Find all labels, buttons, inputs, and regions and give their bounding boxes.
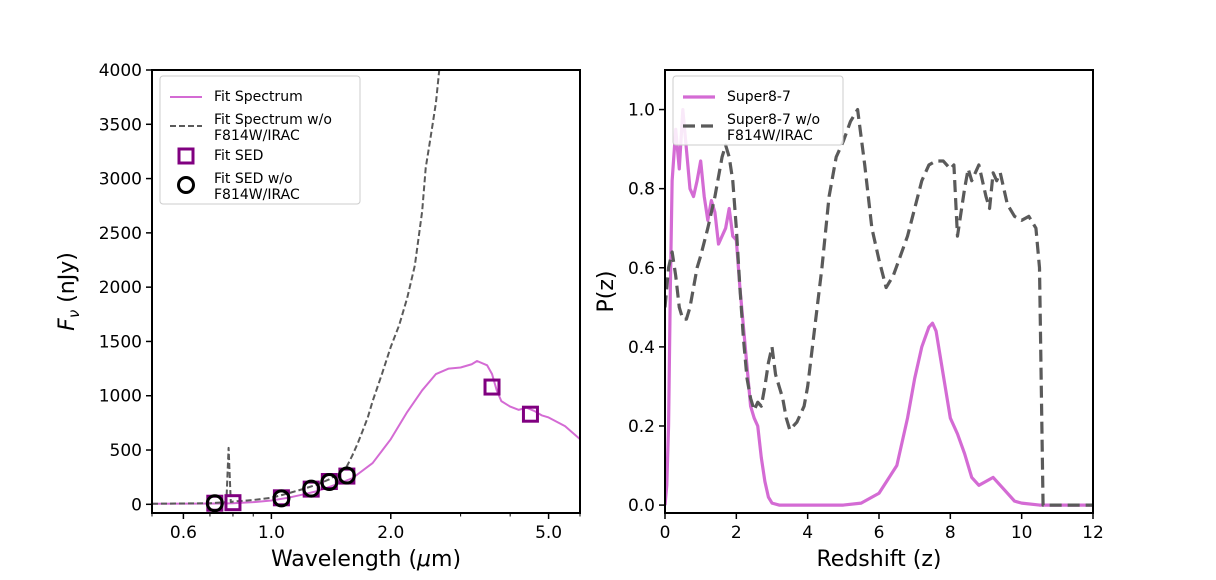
y-axis-label-f: F — [55, 318, 80, 331]
legend-entry-line: Super8-7 — [727, 89, 791, 105]
x-tick-label: 8 — [945, 523, 956, 543]
legend-entry-label: Super8-7 — [727, 89, 791, 105]
series-line-fit-spectrum — [152, 359, 580, 505]
y-tick-label: 3500 — [99, 115, 142, 135]
y-axis-label-nu: ν — [65, 310, 83, 318]
legend-box — [672, 75, 844, 146]
y-tick-label: 0.4 — [628, 338, 655, 358]
y-tick-label: 0.6 — [628, 259, 655, 279]
y-tick-label: 2000 — [99, 278, 142, 298]
x-tick-label: 6 — [874, 523, 885, 543]
sed-circle-marker — [205, 494, 224, 513]
x-tick-label: 0 — [660, 523, 671, 543]
legend-square-handle — [177, 147, 195, 165]
legend-entry-label: Super8-7 w/o F814W/IRAC — [727, 112, 820, 144]
x-tick-label: 10 — [1011, 523, 1033, 543]
x-axis-label: Wavelength (μm) — [271, 547, 461, 572]
x-axis-label-unit: m) — [431, 547, 461, 572]
sed-square-marker — [224, 494, 242, 512]
series-line-super8-7 — [665, 107, 1093, 507]
x-tick-label: 2 — [731, 523, 742, 543]
sed-square-marker — [521, 405, 539, 423]
legend-entry-label: Fit Spectrum w/o F814W/IRAC — [214, 112, 332, 144]
x-tick-label: 2.0 — [377, 523, 404, 543]
legend-entry-label: Fit SED w/o F814W/IRAC — [214, 171, 300, 203]
y-tick-label: 1500 — [99, 332, 142, 352]
sed-circle-marker — [302, 479, 321, 498]
legend-entry-label: Fit Spectrum — [214, 89, 303, 105]
y-tick-label: 4000 — [99, 61, 142, 81]
panel-1: 0.6 1.0 2.0 5.0 0 500 1000 1500 2000 2500 3000 3500… — [55, 61, 581, 572]
legend-entry-label: Fit SED — [214, 148, 263, 164]
sed-circle-marker — [320, 473, 339, 492]
legend-circle-handle — [177, 176, 195, 194]
y-tick-label: 1.0 — [628, 101, 655, 121]
legend-entry-line: Fit Spectrum w/o — [214, 112, 332, 128]
x-axis-label-mu: μ — [416, 547, 431, 572]
legend-entry-line: Fit Spectrum — [214, 89, 303, 105]
x-axis-label-text: Wavelength ( — [271, 547, 417, 572]
series-line-super8-7-w-o-f814w-irac — [665, 107, 1093, 507]
legend: Super8-7 Super8-7 w/o F814W/IRAC — [672, 75, 844, 146]
legend-entry-line: F814W/IRAC — [214, 128, 300, 144]
plot-area — [665, 107, 1093, 507]
legend-entry-line: F814W/IRAC — [214, 187, 300, 203]
legend-entry-line: F814W/IRAC — [727, 128, 813, 144]
x-tick-label: 12 — [1082, 523, 1104, 543]
y-tick-label: 0.2 — [628, 417, 655, 437]
x-axis-label: Redshift (z) — [816, 547, 941, 572]
y-tick-label: 0 — [131, 495, 142, 515]
legend-entry-line: Super8-7 w/o — [727, 112, 820, 128]
axes-frame — [151, 69, 581, 514]
legend-entry-line: Fit SED — [214, 148, 263, 164]
panel-2: 0 2 4 6 8 10 12 0.0 0.2 0.4 0.6 0.8 1.0 Redshift (z) P… — [594, 69, 1104, 572]
y-tick-label: 500 — [110, 441, 142, 461]
y-tick-label: 3000 — [99, 170, 142, 190]
sed-circle-marker — [337, 466, 356, 485]
y-axis-label-unit: (nJy) — [55, 252, 80, 310]
y-tick-label: 0.8 — [628, 180, 655, 200]
y-tick-label: 0.0 — [628, 496, 655, 516]
y-axis-label: P(z) — [594, 271, 619, 313]
y-tick-label: 1000 — [99, 387, 142, 407]
legend-box — [159, 75, 361, 205]
x-tick-label: 5.0 — [535, 523, 562, 543]
sed-circle-marker — [272, 489, 291, 508]
x-tick-label: 1.0 — [258, 523, 285, 543]
y-axis-label: Fν (nJy) — [55, 252, 83, 331]
x-tick-label: 4 — [802, 523, 813, 543]
x-tick-label: 0.6 — [170, 523, 197, 543]
series-line-fit-spectrum-w-o-f814w-irac — [152, 70, 441, 505]
y-tick-label: 2500 — [99, 224, 142, 244]
sed-square-marker — [483, 378, 501, 396]
legend-entry-line: Fit SED w/o — [214, 171, 293, 187]
